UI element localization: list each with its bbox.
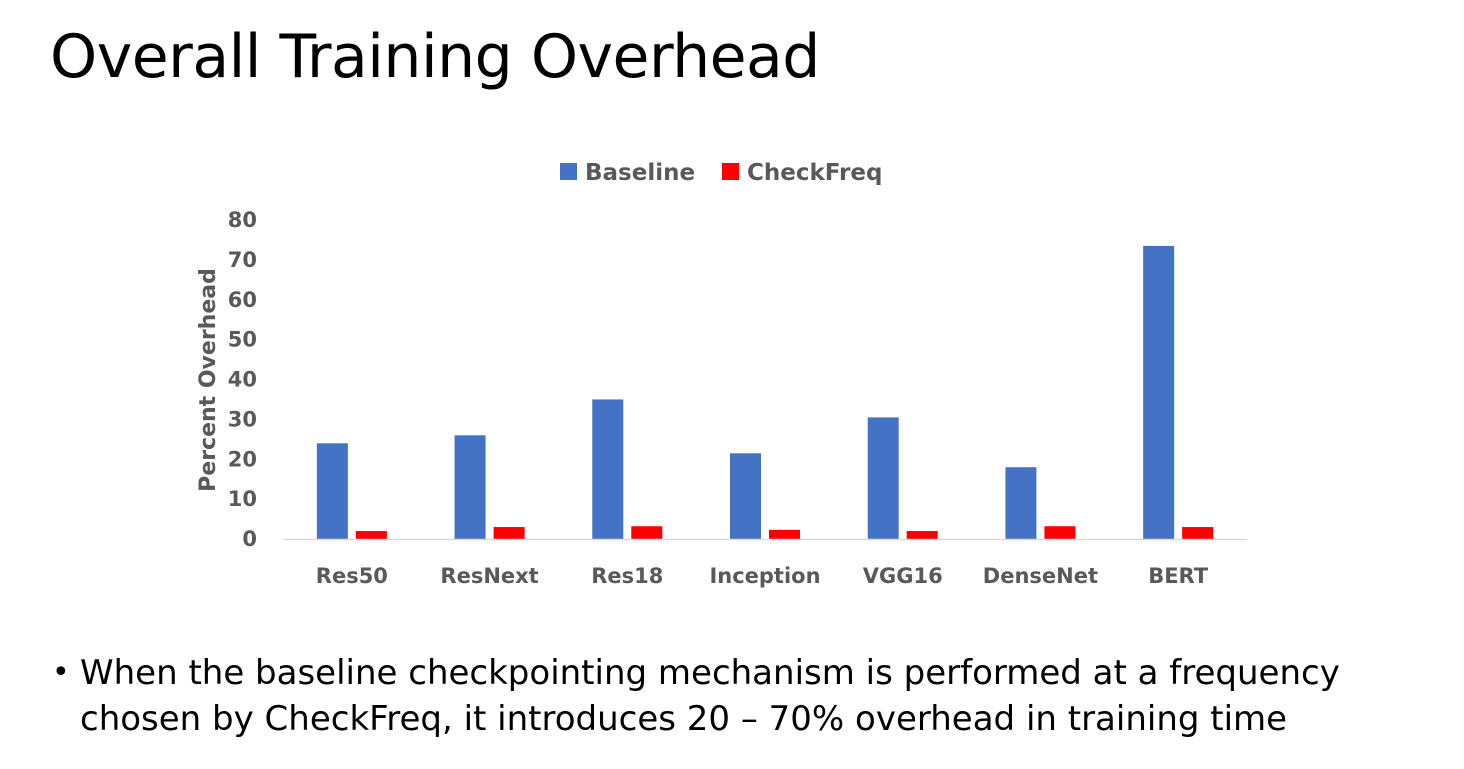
x-tick-label: ResNext <box>440 564 538 588</box>
bar-baseline-vgg16 <box>867 417 899 539</box>
bar-baseline-inception <box>730 453 761 539</box>
x-tick-label: DenseNet <box>983 564 1098 588</box>
bar-checkfreq-vgg16 <box>906 531 938 539</box>
legend-label-checkfreq: CheckFreq <box>747 160 882 186</box>
y-tick-label: 10 <box>228 487 257 511</box>
bar-baseline-resnext <box>454 435 486 539</box>
y-tick-label: 70 <box>228 248 257 272</box>
bar-checkfreq-res50 <box>355 531 387 539</box>
slide-title: Overall Training Overhead <box>50 22 820 92</box>
chart-bars <box>316 245 1214 539</box>
x-tick-label: Res18 <box>591 564 663 588</box>
bar-baseline-res50 <box>316 443 348 539</box>
bullet-point: • When the baseline checkpointing mechan… <box>52 650 1432 742</box>
y-tick-label: 0 <box>242 527 257 551</box>
x-tick-label: BERT <box>1148 564 1209 588</box>
chart-legend: Baseline CheckFreq <box>560 160 882 186</box>
y-tick-label: 40 <box>228 368 257 392</box>
x-axis: Res50 ResNext Res18 Inception VGG16 DenseNet B… <box>283 538 1247 588</box>
y-tick-label: 80 <box>228 208 257 232</box>
x-tick-label: VGG16 <box>863 564 943 588</box>
y-tick-label: 50 <box>228 328 257 352</box>
y-axis-title: Percent Overhead <box>196 268 221 492</box>
bar-checkfreq-resnext <box>493 527 525 539</box>
bar-baseline-bert <box>1143 245 1175 539</box>
legend-swatch-baseline <box>560 163 577 180</box>
bar-checkfreq-bert <box>1182 527 1214 539</box>
bar-checkfreq-inception <box>769 529 800 539</box>
bar-baseline-res18 <box>592 399 624 539</box>
legend-label-baseline: Baseline <box>585 160 695 186</box>
y-axis: 0 10 20 30 40 50 60 70 80 Percent Overhead <box>196 208 257 551</box>
bullet-text: When the baseline checkpointing mechanis… <box>80 653 1340 739</box>
bar-checkfreq-res18 <box>631 526 663 539</box>
bar-checkfreq-densenet <box>1044 526 1076 539</box>
legend-swatch-checkfreq <box>722 163 739 180</box>
y-tick-label: 20 <box>228 447 257 471</box>
x-tick-label: Inception <box>709 564 820 588</box>
y-tick-label: 30 <box>228 407 257 431</box>
bullet-dot: • <box>52 655 70 690</box>
bar-baseline-densenet <box>1005 467 1037 539</box>
y-tick-label: 60 <box>228 288 257 312</box>
x-tick-label: Res50 <box>316 564 388 588</box>
